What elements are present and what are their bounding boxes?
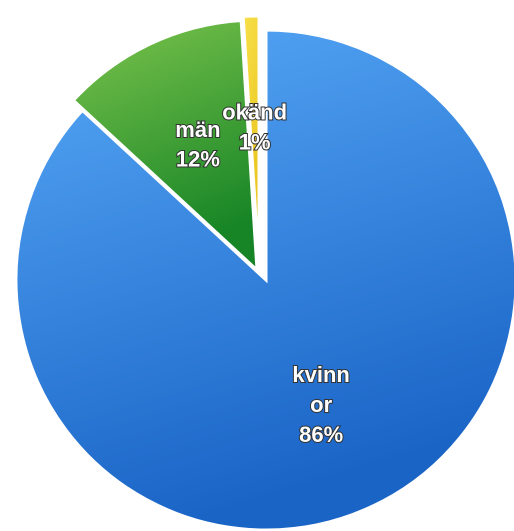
slice-label: okänd [222, 99, 287, 124]
slice-label: kvinn or [292, 362, 349, 417]
value-label: 12% [176, 147, 220, 172]
pie-slice [71, 18, 259, 274]
value-label: 1% [239, 129, 271, 154]
slice-label: män [175, 117, 220, 142]
pie-slice [14, 28, 514, 531]
value-label: 86% [299, 422, 343, 447]
pie-slice [241, 14, 261, 267]
